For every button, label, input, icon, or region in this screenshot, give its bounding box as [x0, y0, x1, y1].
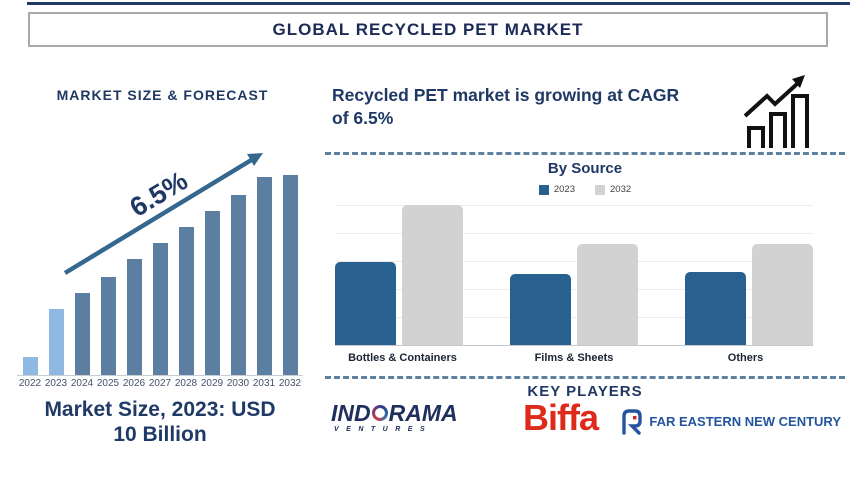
legend-swatch: [595, 184, 605, 195]
forecast-column: [95, 143, 121, 375]
forecast-year-label: 2030: [226, 378, 250, 389]
source-bar: [577, 244, 638, 345]
forecast-column: [17, 143, 43, 375]
section-divider-top: [325, 152, 845, 155]
forecast-bar: [204, 211, 220, 375]
legend-item: 2032: [595, 184, 631, 195]
forecast-column: [121, 143, 147, 375]
growth-chart-icon: [743, 75, 809, 148]
indorama-text-part1: IND: [331, 400, 371, 426]
by-source-bars: [335, 205, 813, 345]
cagr-statement-line2: of 6.5%: [332, 108, 394, 128]
forecast-year-label: 2022: [18, 378, 42, 389]
forecast-column: [147, 143, 173, 375]
forecast-year-label: 2023: [44, 378, 68, 389]
source-bar: [402, 205, 463, 345]
page-title: GLOBAL RECYCLED PET MARKET: [272, 19, 584, 39]
forecast-bar: [100, 277, 116, 375]
source-bar: [335, 262, 396, 345]
forecast-bar: [152, 243, 168, 375]
forecast-year-axis: 2022 2023 2024 2025 2026 2027 2028 2029 2030 2031…: [17, 378, 303, 389]
forecast-bar: [178, 227, 194, 375]
top-accent-rule: [27, 2, 850, 5]
by-source-chart: [335, 200, 813, 346]
bar-group: [335, 205, 463, 345]
forecast-bar: [230, 195, 246, 375]
market-size-caption-line1: Market Size, 2023: USD: [44, 398, 276, 421]
market-size-caption-line2: 10 Billion: [113, 423, 207, 446]
indorama-text-part2: RAMA: [388, 400, 458, 426]
legend-item: 2023: [538, 184, 575, 195]
source-bar: [510, 273, 571, 345]
market-size-caption: Market Size, 2023: USD 10 Billion: [8, 397, 312, 447]
forecast-section-title: MARKET SIZE & FORECAST: [56, 87, 269, 103]
chart-gridline: [335, 205, 813, 206]
indorama-wordmark: IND RAMA: [331, 400, 458, 426]
by-source-category-axis: Bottles & Containers Films & Sheets Others: [335, 352, 813, 364]
by-source-title: By Source: [547, 160, 623, 177]
forecast-year-label: 2029: [200, 378, 224, 389]
by-source-legend: 2023 2032: [325, 184, 845, 195]
forecast-column: [277, 143, 303, 375]
legend-label: 2023: [553, 184, 575, 195]
indorama-ventures-text: VENTURES: [334, 426, 433, 433]
forecast-bar: [48, 309, 64, 375]
forecast-bar: [22, 357, 38, 375]
forecast-column: [43, 143, 69, 375]
forecast-year-label: 2024: [70, 378, 94, 389]
forecast-bar: [74, 293, 90, 375]
indorama-globe-icon: [371, 405, 388, 421]
legend-label: 2032: [610, 184, 632, 195]
forecast-bar: [256, 177, 272, 375]
bar-group: [510, 244, 638, 345]
bar-group: [685, 244, 813, 345]
forecast-chart: 6.5%: [17, 143, 303, 376]
forecast-year-label: 2027: [148, 378, 172, 389]
fenc-emblem-icon: [622, 409, 643, 435]
forecast-year-label: 2032: [278, 378, 302, 389]
forecast-year-label: 2026: [122, 378, 146, 389]
source-bar: [752, 244, 813, 345]
far-eastern-new-century-logo: FAR EASTERN NEW CENTURY: [619, 407, 841, 435]
cagr-statement: Recycled PET market is growing at CAGR o…: [332, 84, 679, 130]
chart-gridline: [335, 289, 813, 290]
title-box: GLOBAL RECYCLED PET MARKET: [28, 12, 828, 47]
chart-baseline: [335, 345, 813, 346]
forecast-column: [251, 143, 277, 375]
forecast-year-label: 2028: [174, 378, 198, 389]
fenc-text: FAR EASTERN NEW CENTURY: [649, 413, 841, 429]
forecast-year-label: 2025: [96, 378, 120, 389]
forecast-year-label: 2031: [252, 378, 276, 389]
category-label: Bottles & Containers: [348, 352, 457, 364]
category-label: Films & Sheets: [534, 352, 614, 364]
chart-gridline: [335, 261, 813, 262]
category-label: Others: [727, 352, 764, 364]
legend-swatch: [538, 184, 549, 195]
section-divider-bottom: [325, 376, 845, 379]
forecast-column: [225, 143, 251, 375]
forecast-bar: [126, 259, 142, 375]
source-bar: [685, 272, 746, 345]
biffa-logo: Biffa: [523, 397, 599, 438]
forecast-column: [69, 143, 95, 375]
chart-gridline: [335, 233, 813, 234]
forecast-bar: [282, 175, 298, 375]
chart-gridline: [335, 317, 813, 318]
key-players-title: KEY PLAYERS: [527, 383, 643, 400]
key-players-logos: IND RAMA VENTURES Biffa FAR EASTERN NEW …: [325, 397, 845, 447]
indorama-ventures-logo: IND RAMA VENTURES: [331, 400, 458, 434]
cagr-statement-line1: Recycled PET market is growing at CAGR: [332, 85, 680, 105]
forecast-baseline: [17, 375, 303, 376]
